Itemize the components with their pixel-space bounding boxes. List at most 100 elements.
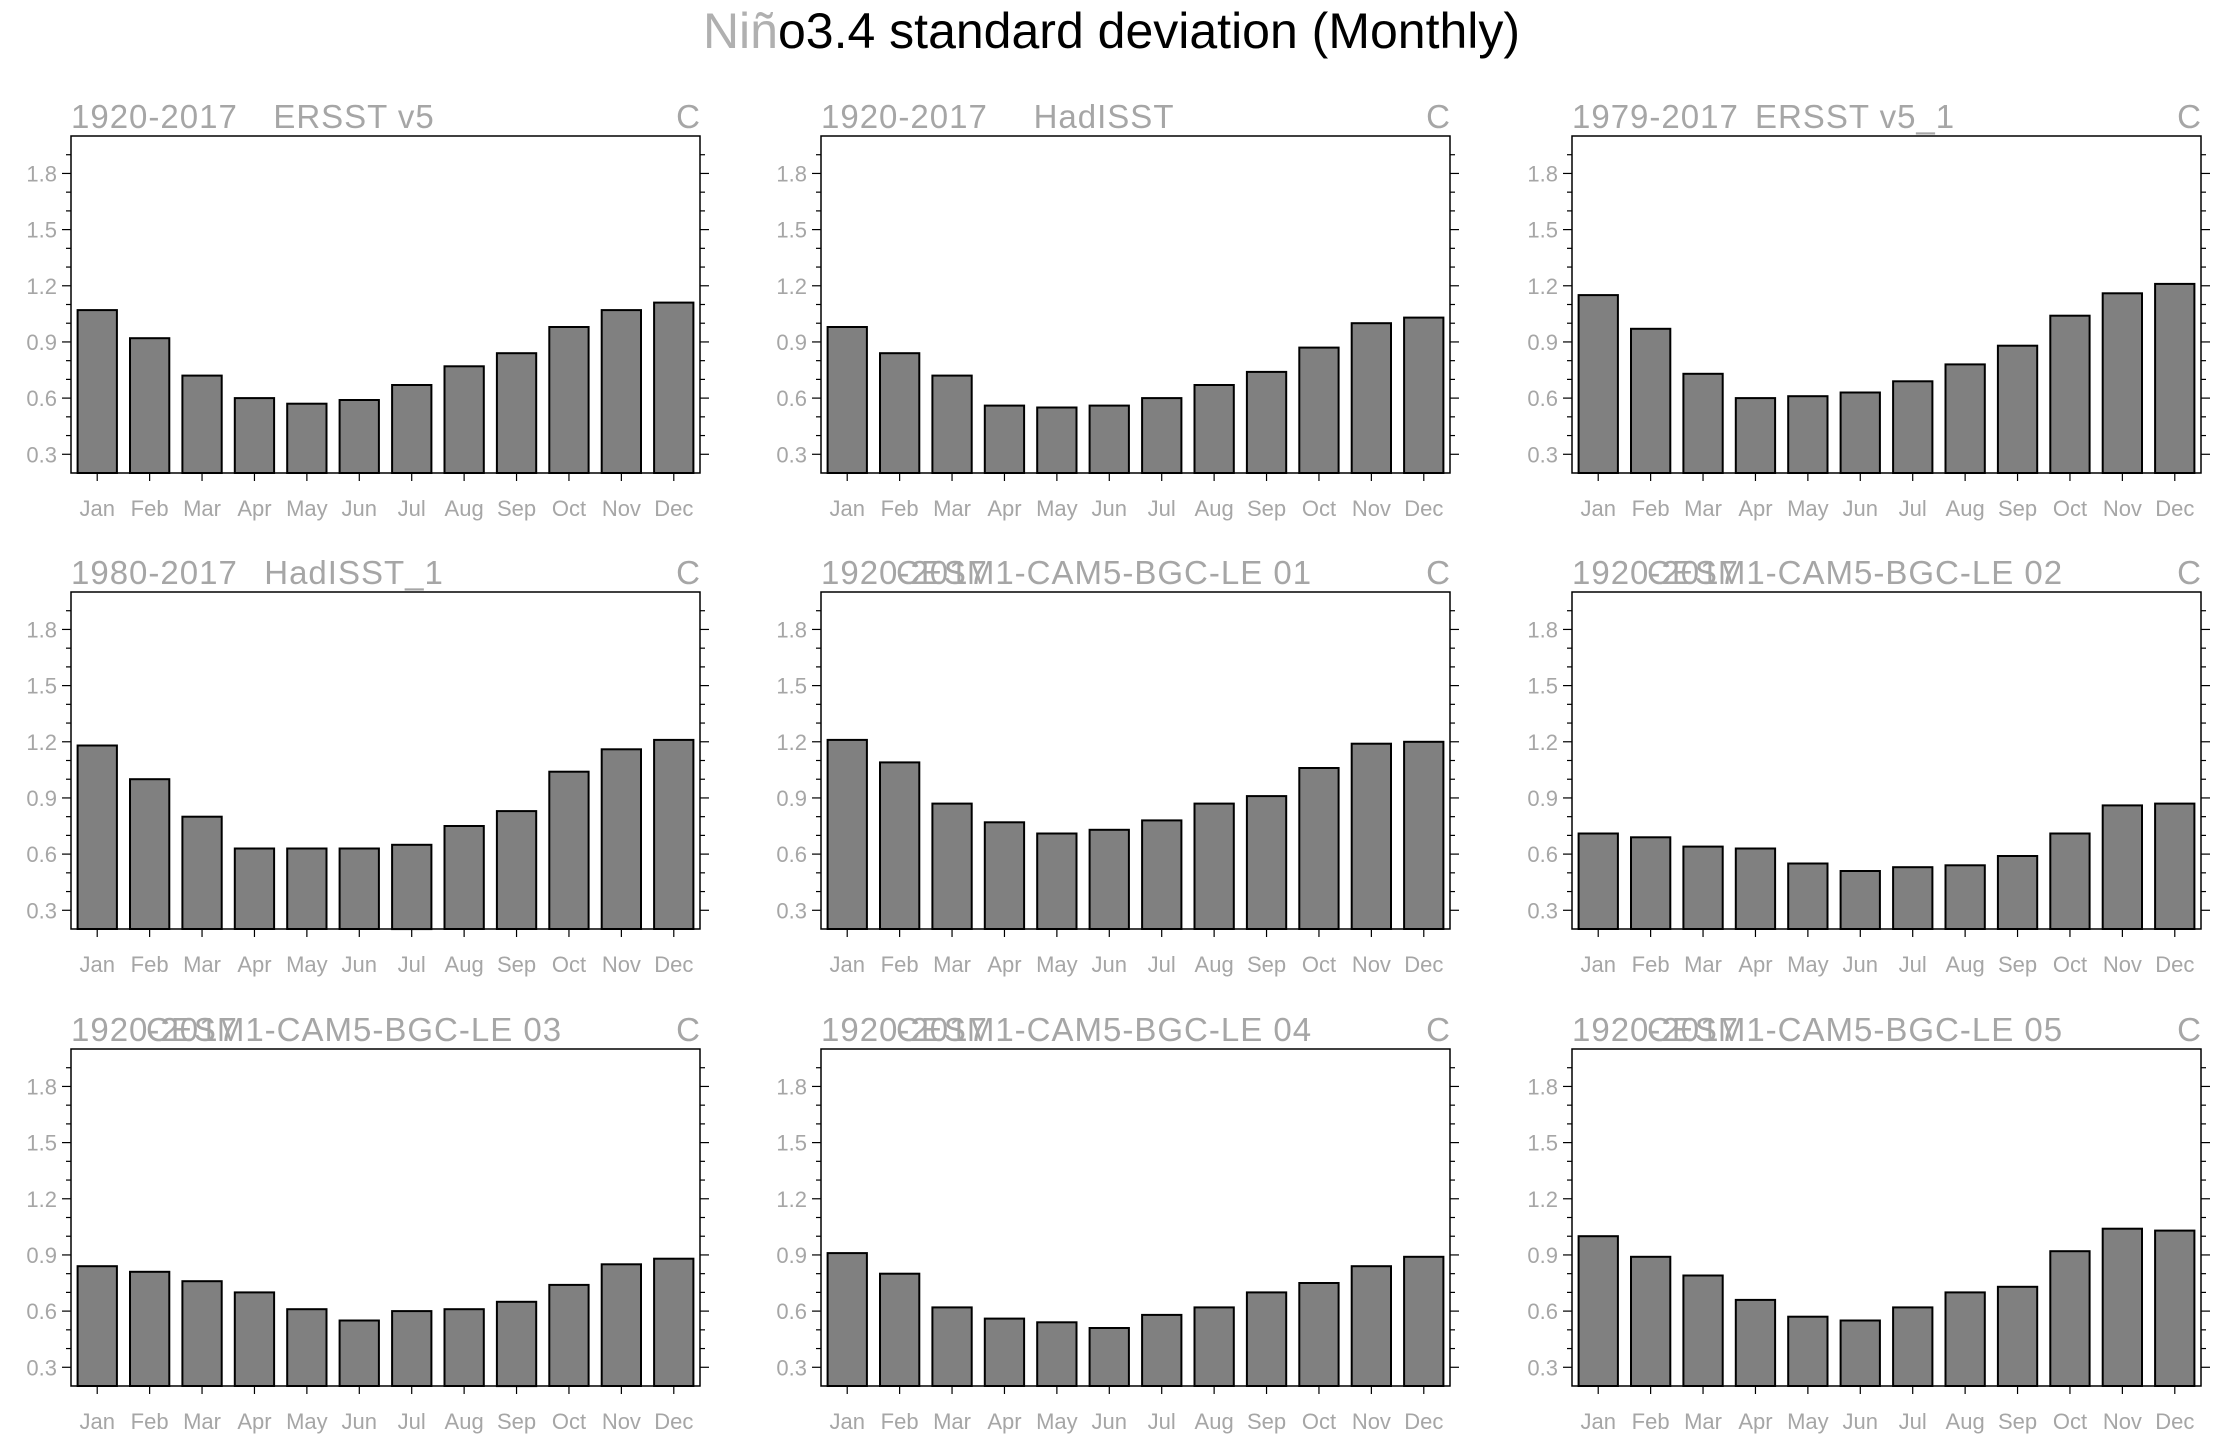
x-tick-label: Aug [445,952,484,977]
y-tick-label: 1.8 [776,161,807,186]
bar [548,326,590,474]
x-tick-label: Mar [183,496,221,521]
bar [233,1291,276,1388]
bar [1996,855,2039,930]
bar [286,1308,328,1387]
x-tick-label: Aug [1946,496,1985,521]
x-tick-label: Nov [602,1409,641,1434]
x-tick-label: Dec [654,1409,693,1434]
x-tick-label: Aug [1195,496,1234,521]
x-tick-label: Oct [1302,1409,1336,1434]
x-tick-label: Nov [602,952,641,977]
bar [1734,1298,1777,1388]
bar [1682,845,1724,930]
panel-name: ERSST v5 [273,98,434,135]
x-tick-label: Jul [1148,952,1176,977]
bar [1839,1319,1881,1387]
bar [1892,380,1934,474]
x-tick-label: May [1787,1409,1829,1434]
panel-units: C [676,1011,700,1048]
x-tick-label: Jan [1580,952,1615,977]
bar [931,802,973,930]
bar [1088,828,1130,930]
x-tick-label: Jun [342,496,377,521]
bar [1088,1327,1130,1387]
bar [600,309,643,474]
chart-panel: 0.3 0.6 0.9 1.2 1.5 1.8 Jan Feb Mar Apr May Jun Jul A… [1527,554,2210,977]
bar [2154,1229,2196,1387]
x-tick-label: Oct [1302,496,1336,521]
bar [931,1306,973,1388]
y-tick-label: 1.2 [26,730,57,755]
bar [1193,802,1235,930]
x-tick-label: Sep [497,1409,536,1434]
bar [1996,1285,2039,1388]
x-tick-label: Aug [1195,1409,1234,1434]
y-tick-label: 1.8 [1527,617,1558,642]
panel-period: 1920-2017 [1572,554,1739,591]
y-tick-label: 0.3 [776,1355,807,1380]
x-tick-label: Oct [1302,952,1336,977]
bar [653,301,695,474]
x-tick-label: Jun [1843,952,1878,977]
bar [2154,282,2196,474]
bar [826,1252,868,1387]
bar [1839,391,1881,474]
x-tick-label: Oct [2053,496,2087,521]
x-tick-label: Mar [933,1409,971,1434]
x-tick-label: Mar [1684,496,1722,521]
x-tick-label: Jan [829,1409,864,1434]
bar [879,1272,921,1387]
x-tick-label: Feb [131,952,169,977]
y-tick-label: 0.6 [776,842,807,867]
x-tick-label: Dec [1404,496,1443,521]
x-tick-label: Apr [987,952,1021,977]
bar [2049,1250,2091,1387]
y-tick-label: 0.3 [26,442,57,467]
x-tick-label: Jul [1899,952,1927,977]
bar [76,1265,118,1387]
chart-panel: 0.3 0.6 0.9 1.2 1.5 1.8 Jan Feb Mar Apr May Jun Jul A… [26,1011,709,1434]
x-tick-label: Jan [79,952,114,977]
x-tick-label: Feb [1632,496,1670,521]
page-title-main: o3.4 standard deviation (Monthly) [777,3,1521,59]
bar [1892,866,1934,931]
bar [286,402,328,475]
panel-units: C [1426,554,1450,591]
bar [1787,395,1829,475]
y-tick-label: 0.6 [26,386,57,411]
x-tick-label: Apr [1738,1409,1772,1434]
y-tick-label: 0.6 [26,1299,57,1324]
x-tick-label: Jul [1148,496,1176,521]
y-tick-label: 0.6 [776,386,807,411]
bar [1630,327,1672,474]
bar [600,1263,643,1388]
x-tick-label: Feb [881,1409,919,1434]
panel-period: 1920-2017 [1572,1011,1739,1048]
bar [653,738,695,931]
bar [233,397,276,475]
x-tick-label: Dec [2155,1409,2194,1434]
bar [1193,1306,1235,1388]
bar [391,384,433,474]
y-tick-label: 0.9 [26,1243,57,1268]
x-tick-label: May [286,952,328,977]
bar [129,1270,171,1388]
bar [1630,1255,1672,1388]
x-tick-label: Oct [2053,952,2087,977]
x-tick-label: Jun [1092,1409,1127,1434]
x-tick-label: Aug [1946,1409,1985,1434]
panel-period: 1920-2017 [71,1011,238,1048]
bar [495,810,538,930]
bar [1350,1265,1392,1387]
y-tick-label: 1.2 [1527,730,1558,755]
x-tick-label: Jul [1899,1409,1927,1434]
y-tick-label: 0.9 [26,786,57,811]
bar [1350,742,1392,931]
x-tick-label: Jan [1580,496,1615,521]
bar [1944,864,1986,930]
bar [443,365,485,474]
bar [879,352,921,475]
y-tick-label: 1.5 [1527,674,1558,699]
bar [1298,767,1340,930]
